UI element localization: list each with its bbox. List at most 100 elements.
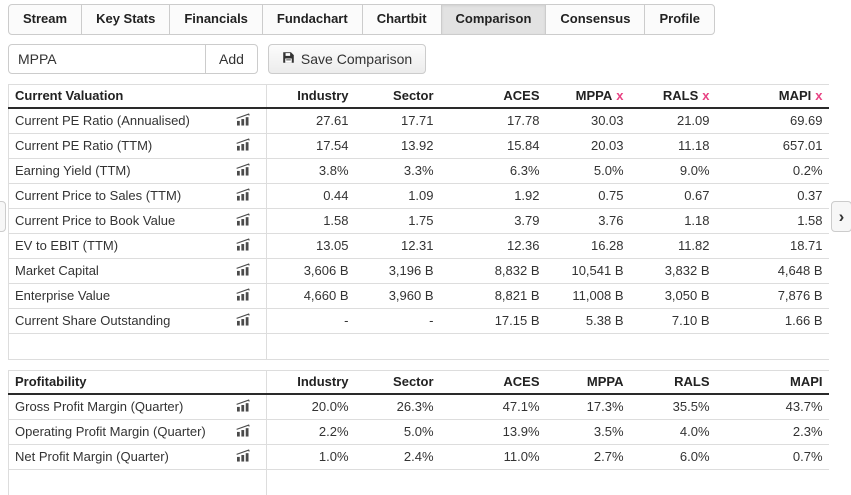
metric-value: 30.03 xyxy=(546,108,630,134)
section-title: Current Valuation xyxy=(9,85,267,109)
chart-icon[interactable] xyxy=(236,263,251,276)
tab-financials[interactable]: Financials xyxy=(169,4,263,35)
metric-value: 1.0% xyxy=(267,445,355,470)
metric-value: 13.05 xyxy=(267,234,355,259)
metric-value: 7.10 B xyxy=(630,309,716,334)
column-header-sector: Sector xyxy=(355,85,440,109)
column-label: MAPI xyxy=(790,374,823,389)
metric-label: Operating Profit Margin (Quarter) xyxy=(9,420,221,445)
metric-value: 17.71 xyxy=(355,108,440,134)
column-header-rals: RALS xyxy=(630,371,716,395)
chart-icon[interactable] xyxy=(236,313,251,326)
remove-ticker-icon[interactable]: x xyxy=(702,88,709,103)
chart-icon[interactable] xyxy=(236,424,251,437)
metric-value: 2.2% xyxy=(267,420,355,445)
tab-stream[interactable]: Stream xyxy=(8,4,82,35)
metric-value: - xyxy=(355,309,440,334)
column-label: Industry xyxy=(297,374,348,389)
tab-fundachart[interactable]: Fundachart xyxy=(262,4,363,35)
column-header-industry: Industry xyxy=(267,85,355,109)
metric-value: 8,832 B xyxy=(440,259,546,284)
metric-value: 1.92 xyxy=(440,184,546,209)
metric-value: 20.0% xyxy=(267,394,355,420)
tab-comparison[interactable]: Comparison xyxy=(441,4,547,35)
metric-value: 3.3% xyxy=(355,159,440,184)
toolbar: Add Save Comparison xyxy=(8,44,851,74)
chart-icon[interactable] xyxy=(236,188,251,201)
metric-value: 11,008 B xyxy=(546,284,630,309)
metric-value: 1.58 xyxy=(267,209,355,234)
metric-value: 2.7% xyxy=(546,445,630,470)
metric-value: 16.28 xyxy=(546,234,630,259)
column-header-sector: Sector xyxy=(355,371,440,395)
column-label: Sector xyxy=(393,88,433,103)
metric-value: 47.1% xyxy=(440,394,546,420)
section-title: Profitability xyxy=(9,371,267,395)
metric-label: Current PE Ratio (TTM) xyxy=(9,134,221,159)
chart-icon[interactable] xyxy=(236,238,251,251)
metric-value: 26.3% xyxy=(355,394,440,420)
tab-chartbit[interactable]: Chartbit xyxy=(362,4,442,35)
add-ticker-button[interactable]: Add xyxy=(205,44,258,74)
metric-value: 17.3% xyxy=(546,394,630,420)
metric-value: 11.18 xyxy=(630,134,716,159)
chart-icon[interactable] xyxy=(236,288,251,301)
metric-value: - xyxy=(267,309,355,334)
metric-value: 0.44 xyxy=(267,184,355,209)
chart-icon[interactable] xyxy=(236,138,251,151)
column-header-mapi: MAPI xyxy=(716,371,829,395)
metric-value: 0.37 xyxy=(716,184,829,209)
metric-value: 11.0% xyxy=(440,445,546,470)
metric-value: 17.78 xyxy=(440,108,546,134)
chart-icon[interactable] xyxy=(236,399,251,412)
chart-icon[interactable] xyxy=(236,113,251,126)
metric-label: Enterprise Value xyxy=(9,284,221,309)
floppy-disk-icon xyxy=(282,51,295,67)
metric-value: 13.9% xyxy=(440,420,546,445)
chart-icon[interactable] xyxy=(236,163,251,176)
metric-value: 5.0% xyxy=(546,159,630,184)
next-page-button[interactable]: › xyxy=(831,201,851,232)
save-comparison-button[interactable]: Save Comparison xyxy=(268,44,426,74)
spacer-row xyxy=(9,334,829,360)
tab-key-stats[interactable]: Key Stats xyxy=(81,4,170,35)
metric-value: 3,606 B xyxy=(267,259,355,284)
metric-value: 1.75 xyxy=(355,209,440,234)
tab-consensus[interactable]: Consensus xyxy=(545,4,645,35)
metric-value: 6.3% xyxy=(440,159,546,184)
chart-icon[interactable] xyxy=(236,213,251,226)
metric-value: 4,648 B xyxy=(716,259,829,284)
metric-value: 21.09 xyxy=(630,108,716,134)
metric-value: 10,541 B xyxy=(546,259,630,284)
spacer-row xyxy=(9,470,829,495)
metric-label: Earning Yield (TTM) xyxy=(9,159,221,184)
tab-profile[interactable]: Profile xyxy=(644,4,714,35)
metric-value: 17.54 xyxy=(267,134,355,159)
remove-ticker-icon[interactable]: x xyxy=(815,88,822,103)
metric-value: 1.66 B xyxy=(716,309,829,334)
ticker-input[interactable] xyxy=(8,44,206,74)
metric-label: Market Capital xyxy=(9,259,221,284)
table-row: Earning Yield (TTM) 3.8%3.3%6.3%5.0%9.0%… xyxy=(9,159,829,184)
prev-page-button[interactable]: ‹ xyxy=(0,201,6,232)
metric-value: 13.92 xyxy=(355,134,440,159)
column-label: MAPI xyxy=(779,88,812,103)
chart-icon[interactable] xyxy=(236,449,251,462)
remove-ticker-icon[interactable]: x xyxy=(616,88,623,103)
metric-value: 1.18 xyxy=(630,209,716,234)
column-label: RALS xyxy=(674,374,709,389)
table-row: Operating Profit Margin (Quarter) 2.2%5.… xyxy=(9,420,829,445)
metric-value: 12.31 xyxy=(355,234,440,259)
column-header-mppa: MPPA xyxy=(546,371,630,395)
metric-label: Current Price to Sales (TTM) xyxy=(9,184,221,209)
